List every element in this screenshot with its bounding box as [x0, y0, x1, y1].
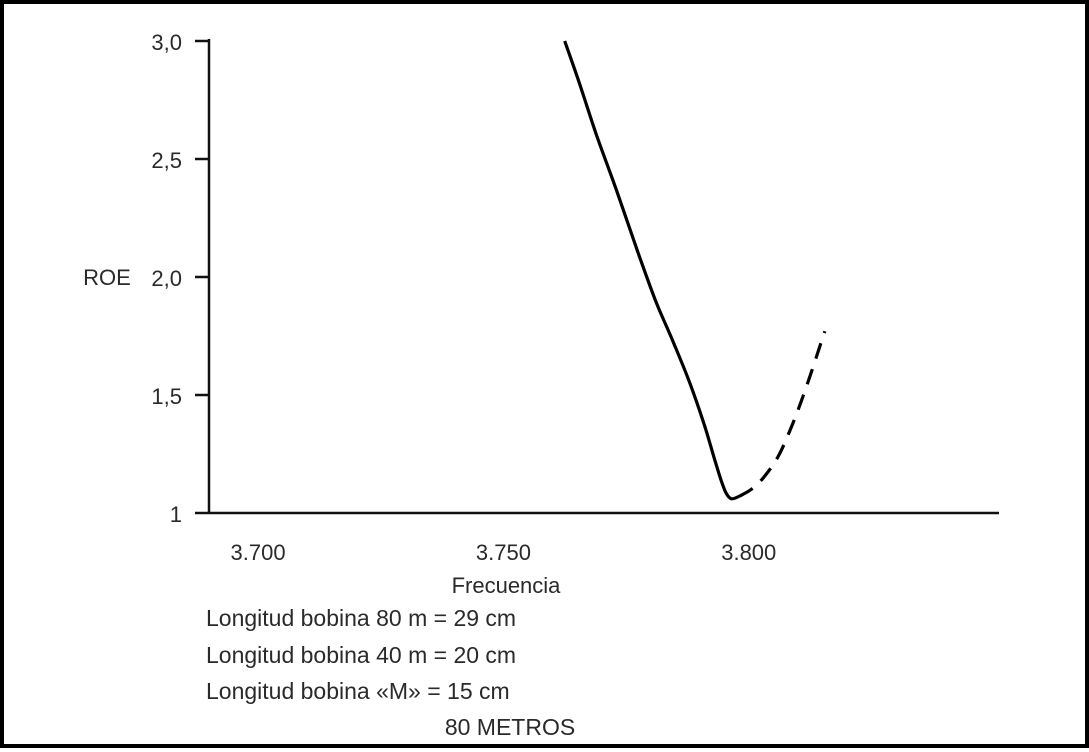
roe-curve-solid — [563, 40, 740, 501]
note-coil-m: Longitud bobina «M» = 15 cm — [206, 678, 510, 704]
y-tick-label: 2,5 — [151, 148, 182, 173]
note-coil-40m: Longitud bobina 40 m = 20 cm — [206, 642, 516, 668]
x-tick-label: 3.700 — [231, 540, 286, 565]
x-axis-label: Frecuencia — [452, 573, 562, 598]
x-tick-label: 3.800 — [721, 540, 776, 565]
band-label: 80 METROS — [445, 714, 575, 740]
roe-frequency-chart: 1 1,5 2,0 2,5 3,0 3.700 3.750 3.800 ROE Frecue… — [83, 30, 999, 740]
y-tick-label: 3,0 — [151, 30, 182, 55]
roe-curve-dashed — [738, 330, 827, 498]
y-axis-label: ROE — [83, 265, 131, 290]
axes — [207, 39, 999, 515]
x-axis-ticks: 3.700 3.750 3.800 — [231, 540, 777, 565]
y-axis-ticks: 1 1,5 2,0 2,5 3,0 — [151, 30, 209, 527]
x-tick-label: 3.750 — [476, 540, 531, 565]
y-tick-label: 2,0 — [151, 266, 182, 291]
y-tick-label: 1,5 — [151, 384, 182, 409]
note-coil-80m: Longitud bobina 80 m = 29 cm — [206, 605, 516, 631]
series-group — [563, 40, 827, 501]
y-tick-label: 1 — [170, 502, 182, 527]
